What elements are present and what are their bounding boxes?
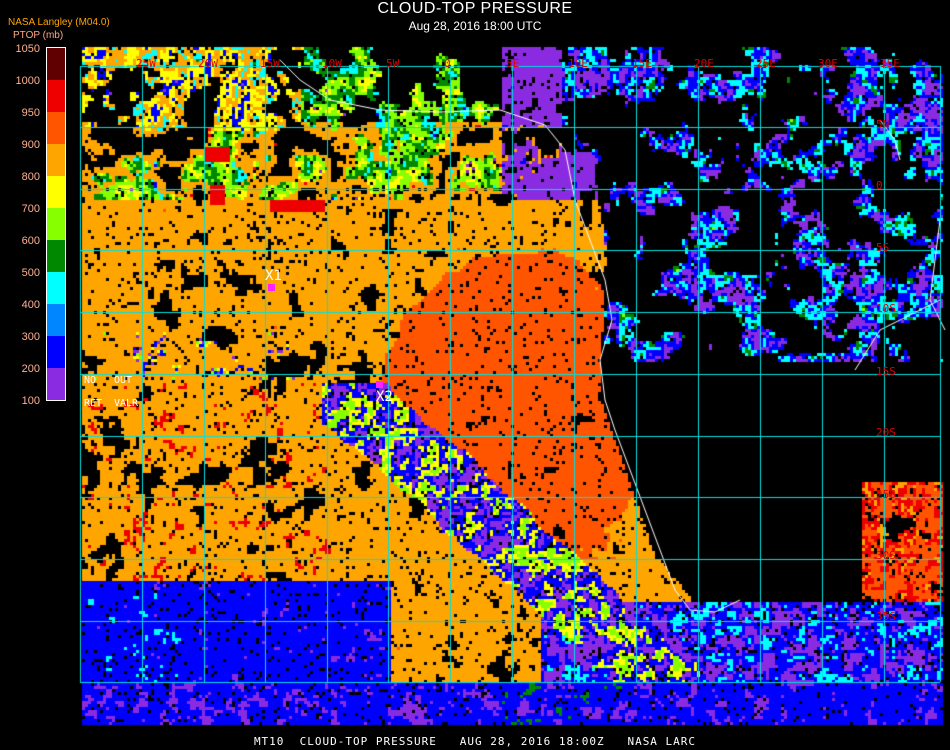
color-swatch (47, 144, 65, 176)
nodata-label-no: NO (84, 375, 97, 386)
marker-x2 (376, 381, 383, 388)
color-scale-tick: 800 (21, 171, 40, 183)
color-scale-tick: 300 (21, 331, 40, 343)
longitude-label: 15W (260, 57, 280, 70)
color-scale-tick: 600 (21, 235, 40, 247)
agency-label: NASA Langley (M04.0) (8, 17, 110, 28)
latitude-label: 25S (876, 488, 896, 501)
color-swatch (47, 368, 65, 400)
color-scale-tick: 1050 (15, 43, 40, 55)
color-swatch (47, 336, 65, 368)
longitude-label: 20W (198, 57, 218, 70)
latitude-label: 5N (876, 118, 890, 131)
color-swatch (47, 80, 65, 112)
color-swatch (47, 48, 65, 80)
color-swatch (47, 304, 65, 336)
color-scale-tick: 100 (21, 395, 40, 407)
longitude-label: 35E (880, 57, 900, 70)
color-scale-tick: 200 (21, 363, 40, 375)
map-title: CLOUD-TOP PRESSURE (377, 0, 573, 17)
color-scale-tick: 400 (21, 299, 40, 311)
latitude-label: 35S (876, 610, 896, 623)
color-scale-tick: 700 (21, 203, 40, 215)
marker-x2-label: X2 (376, 389, 393, 405)
longitude-label: 0 (444, 57, 451, 70)
latitude-label: 30S (876, 549, 896, 562)
longitude-label: 5E (506, 57, 520, 70)
color-swatch (47, 208, 65, 240)
longitude-label: 20E (694, 57, 714, 70)
nodata-label-out: OUT (114, 375, 133, 386)
color-scale-bar (46, 47, 66, 401)
color-scale-tick: 900 (21, 139, 40, 151)
color-scale-tick: 950 (21, 107, 40, 119)
footer-caption: MT10 CLOUD-TOP PRESSURE AUG 28, 2016 18:… (253, 735, 697, 748)
color-swatch (47, 176, 65, 208)
longitude-label: 10E (568, 57, 588, 70)
longitude-label: 10W (322, 57, 342, 70)
color-scale-tick: 1000 (15, 75, 40, 87)
latitude-label: 20S (876, 426, 896, 439)
latitude-label: 5S (876, 241, 890, 254)
longitude-label: 30E (818, 57, 838, 70)
latitude-label: 15S (876, 365, 896, 378)
longitude-label: 15E (632, 57, 652, 70)
marker-x1-label: X1 (265, 268, 282, 284)
nodata-label-ret: RET (84, 398, 103, 409)
legend-units: PTOP (mb) (13, 30, 64, 41)
longitude-label: 25W (136, 57, 156, 70)
longitude-label: 5W (386, 57, 400, 70)
color-swatch (47, 112, 65, 144)
nodata-label-valr: VALR (114, 398, 139, 409)
longitude-label: 25E (756, 57, 776, 70)
color-swatch (47, 272, 65, 304)
latitude-label: 0 (876, 179, 883, 192)
color-swatch (47, 240, 65, 272)
marker-x1 (268, 284, 275, 291)
color-scale-tick: 500 (21, 267, 40, 279)
map-subtitle: Aug 28, 2016 18:00 UTC (408, 19, 542, 33)
latitude-label: 10S (876, 302, 896, 315)
